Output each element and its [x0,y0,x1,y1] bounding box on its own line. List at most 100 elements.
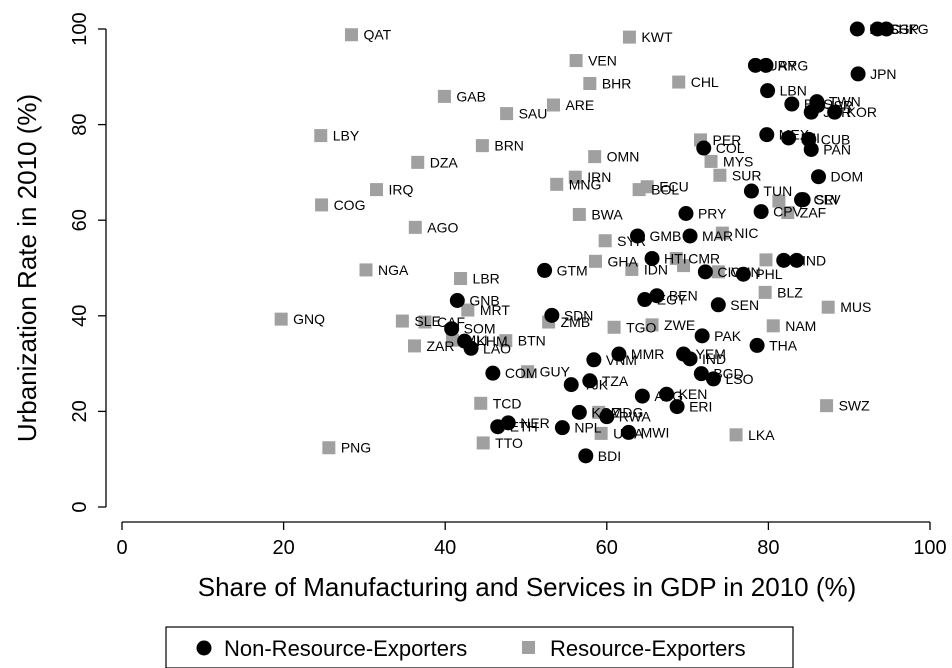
non-resource-point-phl [735,266,751,282]
point-label-gtm: GTM [557,262,588,278]
point-label-nga: NGA [378,262,409,278]
non-resource-point-pak [694,328,710,344]
legend-label-non-resource: Non-Resource-Exporters [224,636,467,661]
point-label-swz: SWZ [839,398,871,414]
point-label-qat: QAT [363,27,391,43]
point-label-tza: TZA [602,373,629,389]
resource-point-swz [820,399,834,413]
point-label-arg: ARG [778,57,808,73]
point-label-bgd: BGD [713,366,743,382]
y-tick-label: 60 [69,209,91,231]
non-resource-point-eth [490,419,506,435]
point-label-lbn: LBN [780,83,807,99]
point-label-kgz: KGZ [591,404,620,420]
point-label-phl: PHL [755,266,782,282]
point-label-mar: MAR [702,228,733,244]
point-label-bol: BOL [651,182,679,198]
resource-point-zar [407,339,421,353]
point-label-zmb: ZMB [561,314,591,330]
resource-point-blz [758,285,772,299]
point-label-bhr: BHR [602,75,632,91]
point-label-zaf: ZAF [800,205,826,221]
non-resource-point-sle-b [789,252,805,268]
non-resource-point-jor [803,104,819,120]
point-label-sdn: SDN [564,307,594,323]
non-resource-point-ben [649,288,665,304]
point-label-mrt: MRT [480,302,511,318]
point-label-twn: TWN [829,94,861,110]
non-resource-point-mac [849,21,865,37]
point-label-mng: MNG [569,176,602,192]
point-label-zar: ZAR [426,338,454,354]
non-resource-point-egy [637,292,653,308]
point-label-lao: LAO [483,340,511,356]
resource-point-nam [766,319,780,333]
resource-point-chl [672,75,686,89]
point-label-ind: IND [702,351,726,367]
point-label-ben: BEN [669,288,698,304]
non-resource-point-civ [697,264,713,280]
non-resource-point-cri [794,192,810,208]
point-label-brn: BRN [494,138,524,154]
point-label-tha: THA [769,337,798,353]
non-resource-point-mar [682,228,698,244]
resource-point-chn [711,265,725,279]
resource-point-mli [445,333,459,347]
non-resource-point-sen [710,297,726,313]
non-resource-point-jpn [850,66,866,82]
y-tick-label: 100 [69,12,91,45]
resource-point-uga [594,426,608,440]
resource-point-dza [411,155,425,169]
point-label-omn: OMN [607,149,640,165]
point-label-mdg: MDG [611,404,644,420]
non-resource-point-arg [758,57,774,73]
non-resource-point-lso [705,371,721,387]
legend-marker-resource [522,641,535,654]
resource-point-omn [588,150,602,164]
point-label-bwa: BWA [591,206,623,222]
point-label-mys: MYS [723,153,753,169]
point-label-vnm: VNM [606,352,637,368]
non-resource-point-cpv [753,204,769,220]
y-axis-title: Urbanization Rate in 2010 (%) [12,94,42,442]
point-label-btn: BTN [518,333,546,349]
resource-point-mng [550,177,564,191]
y-tick-label: 20 [69,400,91,422]
point-label-per: PER [713,132,742,148]
point-label-gmb: GMB [650,228,682,244]
non-resource-point-hti [644,250,660,266]
point-label-sau: SAU [519,106,548,122]
point-label-lso: LSO [725,371,753,387]
point-label-nic: NIC [734,225,758,241]
resource-exporter-points [274,28,835,455]
resource-point-lbr [454,272,468,286]
point-label-com: COM [505,365,538,381]
point-label-pry: PRY [698,206,727,222]
point-label-mus: MUS [840,299,871,315]
point-label-syr: SYR [617,233,646,249]
point-label-tto: TTO [495,435,523,451]
point-label-eth: ETH [510,419,538,435]
resource-point-zaf [781,206,795,220]
resource-point-ven [569,54,583,68]
x-tick-label: 80 [757,537,779,559]
resource-point-caf [418,315,432,329]
point-label-mli: MLI [464,332,487,348]
point-label-ago: AGO [427,219,458,235]
non-resource-point-kgz [571,404,587,420]
resource-point-bwa [572,207,586,221]
non-resource-point-pan [803,141,819,157]
non-resource-point-afg [634,388,650,404]
point-label-cri: CRI [814,192,838,208]
point-label-lka: LKA [748,427,775,443]
resource-point-bol [632,183,646,197]
resource-point-tto [476,436,490,450]
resource-point-ind-b [759,253,773,267]
non-resource-exporter-points [444,21,894,464]
non-resource-point-lao [463,340,479,356]
point-label-rwa: RWA [619,409,652,425]
point-label-cpv: CPV [773,204,802,220]
resource-point-btn [499,334,513,348]
